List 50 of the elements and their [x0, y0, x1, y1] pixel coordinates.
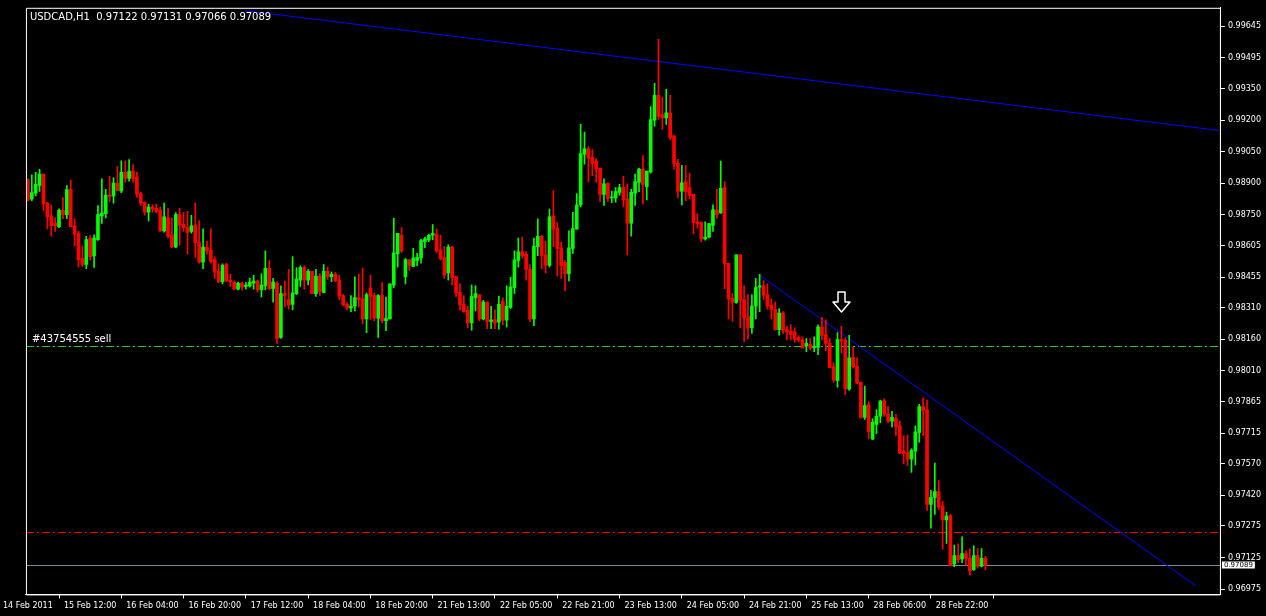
x-tick-label: 24 Feb 05:00: [686, 601, 740, 611]
y-tick-label: 0.97420: [1227, 490, 1262, 500]
candlestick: [493, 309, 497, 329]
y-tick-label: 0.97715: [1227, 428, 1262, 438]
candlestick: [61, 197, 65, 219]
x-tick-label: 18 Feb 20:00: [375, 601, 428, 611]
chart-title: USDCAD,H1 0.97122 0.97131 0.97066 0.97089: [29, 10, 272, 22]
candlestick: [956, 543, 961, 564]
candlestick: [353, 276, 357, 312]
y-tick-label: 0.98750: [1227, 210, 1262, 220]
y-tick-label: 0.99050: [1227, 146, 1262, 156]
ref-line-label: #43754555 sell: [31, 332, 112, 344]
candlestick: [664, 89, 669, 125]
x-tick-label: 16 Feb 20:00: [188, 601, 241, 611]
x-tick-label: 25 Feb 13:00: [811, 601, 864, 611]
candlestick: [53, 217, 57, 232]
x-tick-label: 22 Feb 21:00: [562, 601, 615, 611]
x-tick-label: 28 Feb 22:00: [935, 601, 989, 611]
x-tick-label: 28 Feb 06:00: [873, 601, 927, 611]
y-tick-label: 0.98310: [1227, 302, 1262, 312]
y-tick-label: 0.99495: [1227, 53, 1262, 63]
y-tick-label: 0.97570: [1227, 458, 1262, 468]
y-tick-label: 0.97865: [1227, 396, 1262, 406]
x-tick-label: 18 Feb 04:00: [313, 601, 366, 611]
y-tick-label: 0.99200: [1227, 115, 1262, 125]
y-tick-label: 0.96975: [1227, 584, 1262, 594]
candlestick: [244, 282, 248, 290]
x-tick-label: 24 Feb 21:00: [749, 601, 802, 611]
y-tick-label: 0.98010: [1227, 366, 1262, 376]
y-tick-label: 0.98160: [1227, 334, 1262, 344]
x-tick-label: 21 Feb 13:00: [437, 601, 491, 611]
candlestick: [679, 164, 684, 206]
candlestick: [489, 305, 493, 329]
y-tick-label: 0.98900: [1227, 178, 1262, 188]
candlestick: [788, 324, 793, 341]
x-tick-label: 22 Feb 05:00: [499, 601, 553, 611]
x-tick-label: 23 Feb 13:00: [624, 601, 677, 611]
y-tick-label: 0.97125: [1227, 552, 1262, 562]
y-tick-label: 0.98605: [1227, 240, 1262, 250]
y-tick-label: 0.98455: [1227, 272, 1262, 282]
y-tick-label: 0.97275: [1227, 520, 1262, 530]
y-tick-label: 0.99645: [1227, 21, 1262, 31]
x-tick-label: 14 Feb 2011: [3, 601, 53, 611]
candlestick: [286, 269, 291, 310]
x-tick-label: 15 Feb 12:00: [63, 601, 117, 611]
candlestick: [960, 536, 964, 564]
x-tick-label: 17 Feb 12:00: [250, 601, 304, 611]
y-tick-label: 0.99350: [1227, 83, 1262, 93]
x-tick-label: 16 Feb 04:00: [126, 601, 179, 611]
candlestick: [715, 188, 719, 219]
